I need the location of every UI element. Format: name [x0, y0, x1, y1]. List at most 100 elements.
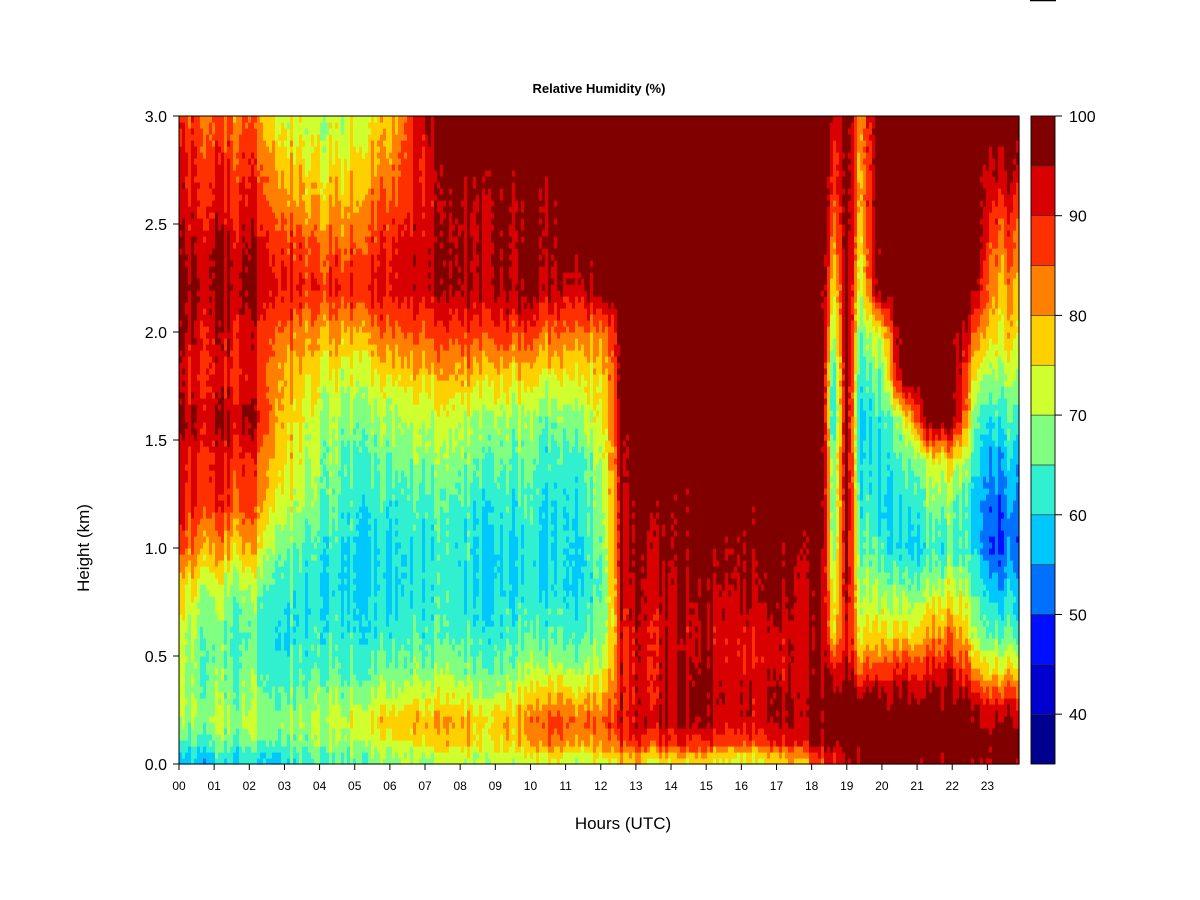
heatmap-cell	[254, 158, 258, 165]
heatmap-cell	[182, 296, 186, 303]
heatmap-cell	[251, 206, 255, 213]
heatmap-cell	[221, 530, 225, 537]
heatmap-cell	[254, 344, 258, 351]
heatmap-cell	[182, 254, 186, 261]
heatmap-cell	[260, 614, 264, 621]
heatmap-cell	[200, 146, 204, 153]
heatmap-cell	[188, 212, 192, 219]
heatmap-cell	[221, 752, 225, 759]
heatmap-cell	[194, 446, 198, 453]
heatmap-cell	[182, 710, 186, 717]
heatmap-cell	[236, 548, 240, 555]
heatmap-cell	[218, 350, 222, 357]
heatmap-cell	[194, 302, 198, 309]
heatmap-cell	[239, 626, 243, 633]
heatmap-cell	[188, 716, 192, 723]
heatmap-cell	[230, 344, 234, 351]
heatmap-cell	[269, 758, 273, 765]
heatmap-cell	[224, 458, 228, 465]
heatmap-cell	[254, 494, 258, 501]
heatmap-cell	[179, 464, 183, 471]
heatmap-cell	[203, 434, 207, 441]
heatmap-cell	[200, 470, 204, 477]
heatmap-cell	[191, 452, 195, 459]
heatmap-cell	[239, 542, 243, 549]
heatmap-cell	[182, 176, 186, 183]
heatmap-cell	[179, 686, 183, 693]
heatmap-cell	[212, 236, 216, 243]
heatmap-cell	[197, 158, 201, 165]
heatmap-cell	[197, 716, 201, 723]
heatmap-cell	[224, 728, 228, 735]
heatmap-cell	[224, 170, 228, 177]
heatmap-cell	[200, 476, 204, 483]
heatmap-cell	[254, 410, 258, 417]
heatmap-cell	[257, 752, 261, 759]
heatmap-cell	[188, 230, 192, 237]
heatmap-cell	[185, 392, 189, 399]
heatmap-cell	[242, 422, 246, 429]
heatmap-cell	[200, 704, 204, 711]
heatmap-cell	[218, 536, 222, 543]
heatmap-cell	[218, 260, 222, 267]
heatmap-cell	[200, 212, 204, 219]
heatmap-cell	[215, 518, 219, 525]
heatmap-cell	[266, 176, 270, 183]
heatmap-cell	[206, 554, 210, 561]
heatmap-cell	[221, 512, 225, 519]
heatmap-cell	[203, 278, 207, 285]
heatmap-cell	[182, 152, 186, 159]
heatmap-cell	[188, 188, 192, 195]
heatmap-cell	[263, 656, 267, 663]
heatmap-cell	[224, 182, 228, 189]
heatmap-cell	[218, 422, 222, 429]
heatmap-cell	[239, 224, 243, 231]
heatmap-cell	[248, 266, 252, 273]
heatmap-cell	[200, 728, 204, 735]
heatmap-cell	[218, 308, 222, 315]
heatmap-cell	[182, 506, 186, 513]
heatmap-cell	[218, 410, 222, 417]
heatmap-cell	[194, 662, 198, 669]
heatmap-cell	[251, 596, 255, 603]
heatmap-cell	[257, 260, 261, 267]
heatmap-cell	[191, 482, 195, 489]
heatmap-cell	[182, 284, 186, 291]
heatmap-cell	[182, 206, 186, 213]
heatmap-cell	[260, 332, 264, 339]
heatmap-cell	[239, 734, 243, 741]
heatmap-cell	[182, 278, 186, 285]
heatmap-cell	[251, 182, 255, 189]
heatmap-cell	[212, 374, 216, 381]
heatmap-cell	[248, 602, 252, 609]
heatmap-cell	[239, 146, 243, 153]
heatmap-cell	[251, 128, 255, 135]
heatmap-cell	[191, 434, 195, 441]
heatmap-cell	[197, 710, 201, 717]
heatmap-cell	[266, 128, 270, 135]
heatmap-cell	[230, 752, 234, 759]
heatmap-cell	[200, 368, 204, 375]
heatmap-cell	[239, 590, 243, 597]
heatmap-cell	[245, 692, 249, 699]
heatmap-cell	[254, 182, 258, 189]
heatmap-cell	[191, 200, 195, 207]
heatmap-cell	[239, 446, 243, 453]
heatmap-cell	[215, 284, 219, 291]
heatmap-cell	[248, 368, 252, 375]
heatmap-cell	[239, 428, 243, 435]
heatmap-cell	[191, 164, 195, 171]
heatmap-cell	[209, 716, 213, 723]
heatmap-cell	[185, 182, 189, 189]
heatmap-cell	[215, 710, 219, 717]
heatmap-cell	[191, 692, 195, 699]
heatmap-cell	[200, 680, 204, 687]
heatmap-cell	[218, 416, 222, 423]
heatmap-cell	[257, 344, 261, 351]
heatmap-cell	[215, 230, 219, 237]
heatmap-cell	[233, 632, 237, 639]
heatmap-cell	[197, 320, 201, 327]
heatmap-cell	[197, 254, 201, 261]
heatmap-cell	[197, 500, 201, 507]
heatmap-cell	[224, 242, 228, 249]
